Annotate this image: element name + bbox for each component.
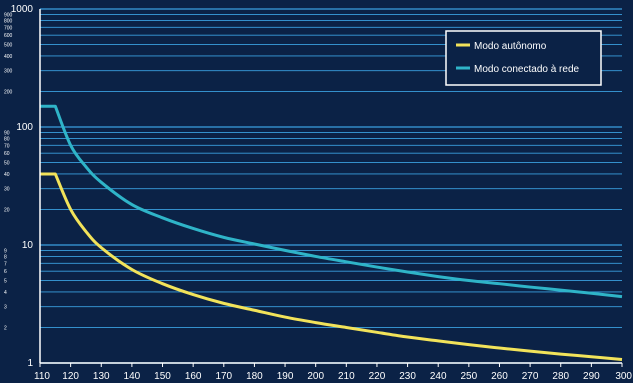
x-tick-label: 240 bbox=[430, 371, 447, 382]
x-tick-label: 130 bbox=[93, 371, 110, 382]
y-tick-label-minor: 70 bbox=[4, 143, 10, 149]
x-tick-label: 150 bbox=[154, 371, 171, 382]
y-tick-label-minor: 5 bbox=[4, 279, 7, 285]
y-tick-label-minor: 800 bbox=[4, 18, 13, 24]
y-tick-label-minor: 700 bbox=[4, 25, 13, 31]
x-tick-label: 280 bbox=[552, 371, 569, 382]
x-tick-label: 110 bbox=[34, 371, 50, 382]
y-tick-label-minor: 40 bbox=[4, 172, 10, 178]
x-tick-label: 210 bbox=[338, 371, 355, 382]
series-lines bbox=[40, 104, 623, 362]
y-tick-label-minor: 200 bbox=[4, 89, 13, 95]
x-tick-label: 220 bbox=[369, 371, 386, 382]
x-tick-label: 200 bbox=[307, 371, 324, 382]
y-tick-label-major: 1 bbox=[27, 358, 33, 369]
y-tick-label-minor: 300 bbox=[4, 69, 13, 75]
x-tick-label: 290 bbox=[583, 371, 600, 382]
legend-label-modo-autonomo: Modo autônomo bbox=[474, 41, 547, 52]
y-tick-label-major: 10 bbox=[22, 240, 34, 251]
y-tick-label-minor: 7 bbox=[4, 261, 7, 267]
y-tick-label-major: 100 bbox=[16, 122, 33, 133]
y-tick-label-minor: 60 bbox=[4, 151, 10, 157]
y-tick-label-minor: 6 bbox=[4, 269, 7, 275]
y-tick-label-minor: 3 bbox=[4, 305, 7, 311]
x-tick-label: 180 bbox=[246, 371, 263, 382]
x-tick-label: 120 bbox=[62, 371, 79, 382]
y-tick-label-minor: 90 bbox=[4, 130, 10, 136]
x-tick-label: 190 bbox=[277, 371, 294, 382]
x-tick-label: 160 bbox=[185, 371, 202, 382]
y-tick-label-major: 1000 bbox=[11, 4, 34, 15]
y-tick-label-minor: 8 bbox=[4, 254, 7, 260]
x-tick-label: 260 bbox=[491, 371, 508, 382]
x-tick-label: 140 bbox=[124, 371, 141, 382]
y-tick-label-minor: 9 bbox=[4, 248, 7, 254]
y-tick-label-minor: 20 bbox=[4, 207, 10, 213]
x-tick-label: 250 bbox=[460, 371, 477, 382]
x-tick-label: 230 bbox=[399, 371, 416, 382]
series-line-1 bbox=[40, 104, 623, 299]
series-line-0 bbox=[40, 172, 623, 362]
axes bbox=[39, 9, 623, 367]
legend-box bbox=[445, 30, 602, 86]
x-tick-label: 270 bbox=[522, 371, 539, 382]
y-tick-label-minor: 4 bbox=[4, 290, 7, 296]
y-tick-label-minor: 30 bbox=[4, 187, 10, 193]
legend-label-modo-conectado: Modo conectado à rede bbox=[474, 64, 580, 75]
y-tick-label-minor: 400 bbox=[4, 54, 13, 60]
x-tick-label: 170 bbox=[215, 371, 232, 382]
y-tick-label-minor: 900 bbox=[4, 12, 13, 18]
y-tick-label-minor: 500 bbox=[4, 43, 13, 49]
legend: Modo autônomo Modo conectado à rede bbox=[445, 30, 602, 86]
y-tick-label-minor: 2 bbox=[4, 325, 7, 331]
y-tick-label-minor: 50 bbox=[4, 161, 10, 167]
y-tick-label-minor: 80 bbox=[4, 136, 10, 142]
x-tick-label: 300 bbox=[615, 371, 632, 382]
y-tick-label-minor: 600 bbox=[4, 33, 13, 39]
